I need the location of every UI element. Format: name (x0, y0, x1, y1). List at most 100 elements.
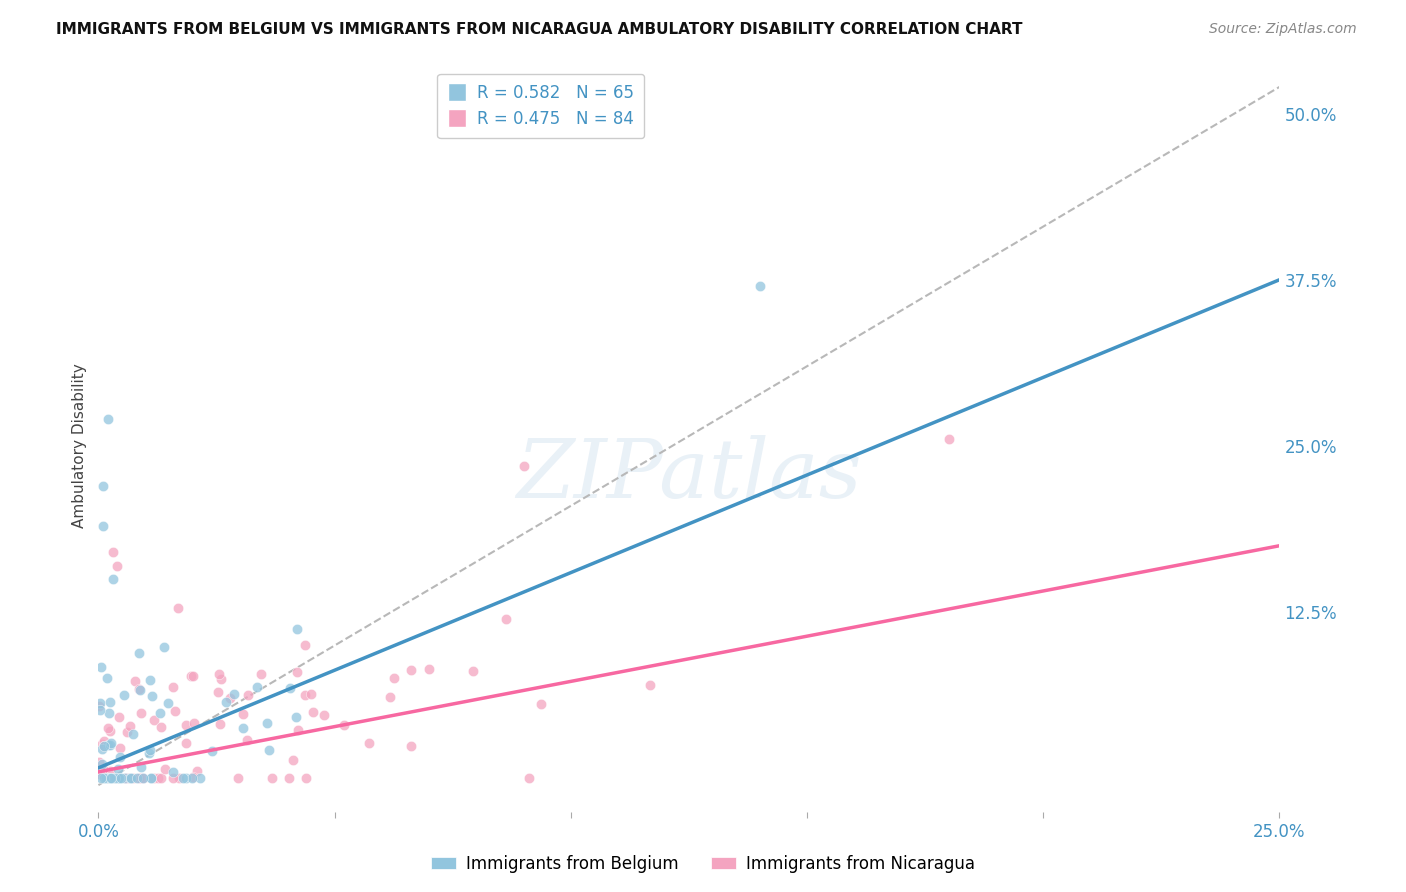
Y-axis label: Ambulatory Disability: Ambulatory Disability (72, 364, 87, 528)
Point (146, 772, 169, 786)
Point (938, 433, 960, 447)
Point (127, 772, 149, 786)
Point (162, 680, 184, 694)
Point (188, 772, 211, 786)
Point (155, 762, 177, 776)
Point (100, 772, 122, 786)
Point (149, 721, 172, 735)
Point (98, 706, 121, 720)
Point (294, 638, 316, 652)
Point (100, 772, 122, 786)
Point (117, 772, 139, 786)
Point (98, 724, 121, 739)
Point (172, 772, 194, 786)
Point (278, 681, 301, 695)
Point (215, 695, 238, 709)
Point (183, 715, 205, 730)
Point (93, 762, 115, 776)
Point (115, 725, 138, 739)
Point (112, 688, 135, 702)
Point (120, 772, 142, 786)
Point (98, 764, 121, 778)
Point (181, 770, 204, 784)
Point (143, 713, 166, 727)
Point (124, 673, 146, 688)
Point (174, 772, 197, 786)
Point (129, 683, 152, 698)
Point (287, 723, 309, 737)
Point (157, 696, 180, 710)
Point (89, 755, 111, 769)
Point (181, 669, 204, 683)
Point (333, 717, 356, 731)
Point (94, 772, 117, 786)
Point (129, 706, 152, 721)
Point (96, 671, 118, 685)
Point (97, 721, 120, 735)
Point (97, 738, 120, 752)
Point (236, 733, 259, 747)
Point (93, 739, 115, 754)
Point (150, 772, 173, 786)
Point (232, 722, 254, 736)
Point (89, 703, 111, 717)
Point (312, 707, 335, 722)
Point (149, 706, 172, 720)
Point (89, 696, 111, 710)
Point (101, 772, 124, 786)
Point (98, 772, 121, 786)
Point (131, 772, 153, 786)
Point (104, 772, 127, 786)
Point (128, 646, 150, 660)
Point (90, 659, 112, 673)
Point (219, 690, 242, 705)
Point (162, 772, 184, 786)
Point (382, 671, 405, 685)
Point (143, 772, 166, 786)
Point (180, 669, 202, 683)
Point (105, 558, 128, 573)
Point (260, 772, 283, 786)
Point (107, 762, 129, 776)
Point (283, 754, 305, 768)
Point (110, 772, 132, 786)
Point (91, 518, 114, 533)
Point (108, 771, 131, 785)
Point (495, 611, 517, 625)
Text: ZIPatlas: ZIPatlas (516, 435, 862, 516)
Point (107, 772, 129, 786)
Point (512, 458, 534, 473)
Point (120, 719, 142, 733)
Point (101, 545, 124, 559)
Point (299, 687, 322, 701)
Point (530, 697, 553, 711)
Point (174, 718, 197, 732)
Point (277, 772, 299, 786)
Legend: Immigrants from Belgium, Immigrants from Nicaragua: Immigrants from Belgium, Immigrants from… (423, 848, 983, 880)
Point (100, 736, 122, 750)
Point (90, 772, 112, 786)
Point (89, 767, 111, 781)
Point (107, 772, 129, 786)
Point (139, 743, 162, 757)
Point (115, 772, 138, 786)
Point (114, 772, 136, 786)
Point (166, 600, 188, 615)
Point (128, 682, 150, 697)
Point (638, 678, 661, 692)
Point (120, 772, 142, 786)
Point (91, 479, 114, 493)
Point (232, 706, 254, 721)
Point (141, 772, 163, 786)
Point (399, 739, 422, 753)
Point (93, 772, 115, 786)
Point (285, 622, 308, 636)
Point (129, 760, 152, 774)
Point (517, 772, 540, 786)
Point (167, 772, 190, 786)
Point (101, 572, 124, 586)
Text: Source: ZipAtlas.com: Source: ZipAtlas.com (1209, 22, 1357, 37)
Point (138, 747, 160, 761)
Text: IMMIGRANTS FROM BELGIUM VS IMMIGRANTS FROM NICARAGUA AMBULATORY DISABILITY CORRE: IMMIGRANTS FROM BELGIUM VS IMMIGRANTS FR… (56, 22, 1022, 37)
Point (93, 733, 115, 747)
